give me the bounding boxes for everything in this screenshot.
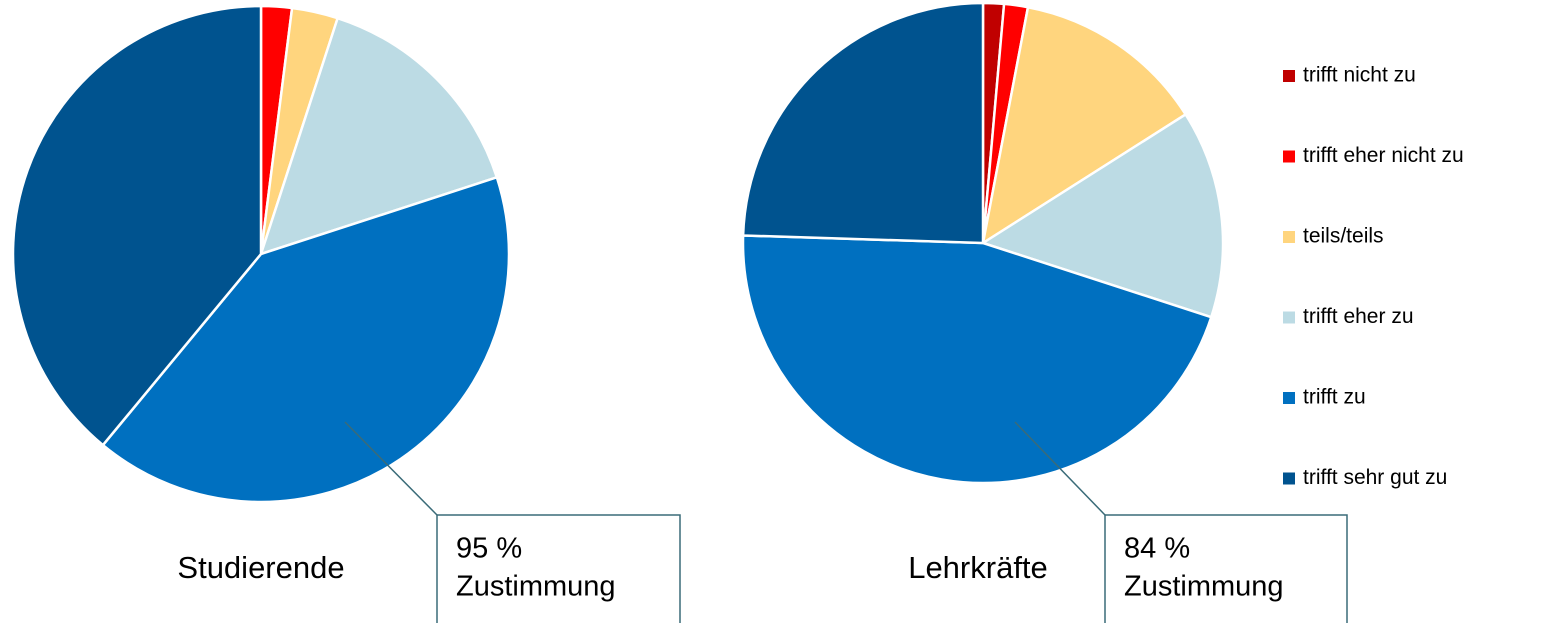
pie-title: Studierende xyxy=(177,550,344,585)
pie-slice xyxy=(980,112,1225,319)
annotation-text: 95 % xyxy=(456,533,522,565)
legend-label: trifft sehr gut zu xyxy=(1303,466,1447,489)
legend-label: teils/teils xyxy=(1303,225,1384,248)
legend-swatch xyxy=(1283,70,1295,82)
legend-swatch xyxy=(1283,231,1295,243)
annotation-box xyxy=(1104,514,1348,623)
legend-label: trifft nicht zu xyxy=(1303,64,1416,87)
pie-slice xyxy=(259,16,499,256)
annotation-text: Zustimmung xyxy=(1124,571,1284,603)
legend-swatch xyxy=(1283,150,1295,163)
pie-title: Lehrkräfte xyxy=(908,550,1048,585)
annotation-box xyxy=(436,514,681,623)
annotation-text: 84 % xyxy=(1124,533,1190,565)
pie-slice xyxy=(11,4,263,447)
leader-line xyxy=(1014,421,1106,516)
pie-slice xyxy=(981,5,1188,246)
legend-swatch xyxy=(1283,311,1295,324)
legend-label: trifft eher nicht zu xyxy=(1303,144,1464,167)
annotation-text: Zustimmung xyxy=(456,571,616,603)
leader-line xyxy=(344,421,438,516)
legend-swatch xyxy=(1283,392,1295,404)
pie-slice xyxy=(101,175,511,504)
legend-label: trifft zu xyxy=(1303,386,1366,409)
pie-slice xyxy=(741,234,1213,485)
pie-slice xyxy=(741,1,985,245)
legend-swatch xyxy=(1283,472,1295,485)
legend-label: trifft eher zu xyxy=(1303,305,1414,328)
